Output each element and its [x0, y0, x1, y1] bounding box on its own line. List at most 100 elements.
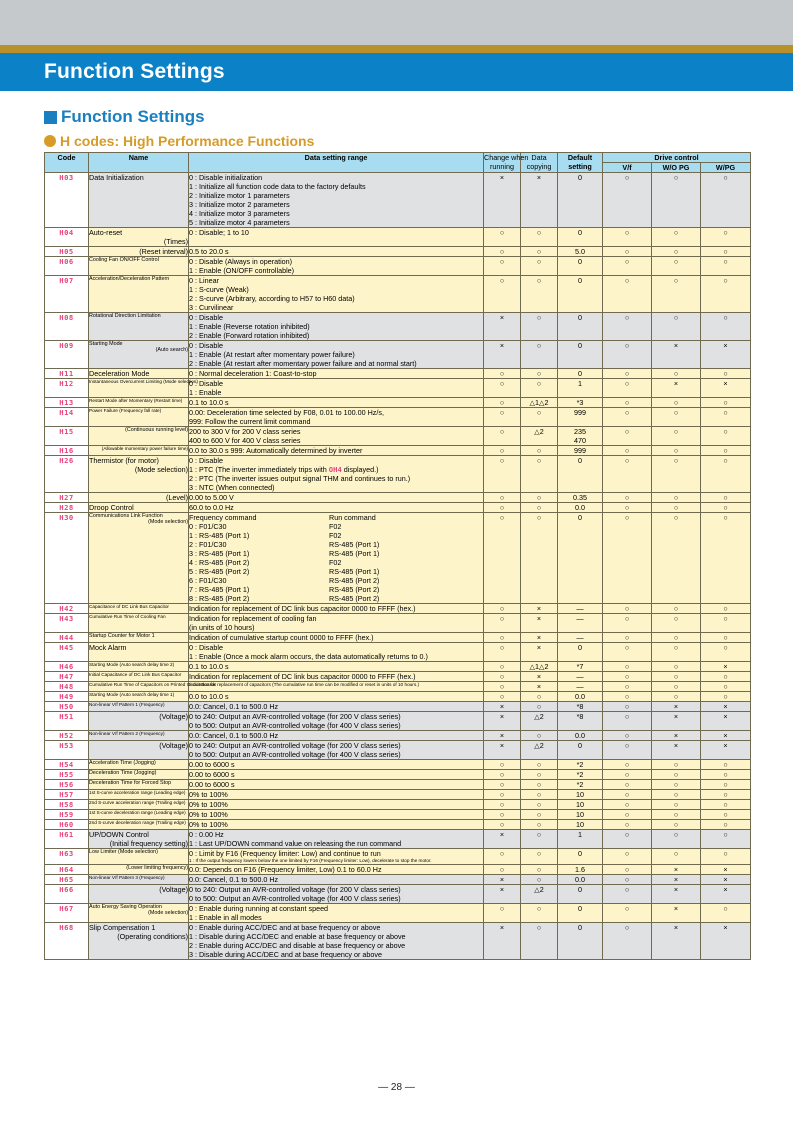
cell-drive-control-wpg: × — [699, 921, 752, 960]
cell-data-setting-range: Indication for replacement of DC link bu… — [188, 671, 484, 682]
page-header-title: Function Settings — [44, 60, 225, 83]
table-row: H08 Rotational Direction Limitation 0 : Di… — [44, 312, 752, 341]
cell-drive-control-wopg: ○ — [651, 809, 701, 820]
cell-drive-control-wopg: ○ — [651, 829, 701, 849]
table-row: H44 Startup Counter for Motor 1 Indication… — [44, 632, 752, 643]
cell-data-setting-range: 0 : Limit by F16 (Frequency limiter: Low… — [188, 848, 484, 865]
cell-code: H43 — [44, 613, 89, 633]
cell-default-setting: *7 — [557, 661, 603, 672]
cell-data-copying: ○ — [520, 492, 558, 503]
cell-data-copying: × — [520, 613, 558, 633]
cell-drive-control-wopg: ○ — [651, 848, 701, 865]
cell-default-setting: 1 — [557, 829, 603, 849]
cell-code: H11 — [44, 368, 89, 379]
cell-drive-control-vf: ○ — [602, 789, 652, 800]
cell-default-setting: 0.0 — [557, 730, 603, 741]
cell-name: (Voltage) — [88, 740, 189, 760]
cell-data-copying: ○ — [520, 701, 558, 712]
cell-change-when-running: × — [483, 312, 521, 341]
subsection-heading-label: H codes: High Performance Functions — [60, 133, 315, 149]
section-heading-label: Function Settings — [61, 107, 205, 126]
cell-data-setting-range: 0 : Enable during ACC/DEC and at base fr… — [188, 921, 484, 960]
cell-drive-control-wopg: × — [651, 921, 701, 960]
cell-drive-control-vf: ○ — [602, 426, 652, 446]
cell-default-setting: 0 — [557, 642, 603, 662]
cell-code: H07 — [44, 275, 89, 313]
cell-drive-control-wpg: ○ — [699, 671, 752, 682]
cell-data-setting-range: 0% to 100% — [188, 799, 484, 810]
table-row: H48 Cumulative Run Time of Capacitors on … — [44, 681, 752, 692]
cell-data-copying: ○ — [520, 730, 558, 741]
cell-data-copying: ○ — [520, 256, 558, 276]
cell-code: H63 — [44, 848, 89, 865]
cell-drive-control-wpg: ○ — [699, 642, 752, 662]
cell-data-copying: ○ — [520, 799, 558, 810]
cell-drive-control-wpg: × — [699, 883, 752, 904]
col-header-default-setting: Default setting — [557, 152, 603, 173]
cell-data-setting-range: 0 to 240: Output an AVR-controlled volta… — [188, 711, 484, 731]
cell-drive-control-vf: ○ — [602, 502, 652, 513]
cell-drive-control-wpg: ○ — [699, 902, 752, 923]
cell-default-setting: 999 — [557, 445, 603, 456]
cell-drive-control-wpg: × — [699, 701, 752, 712]
cell-code: H68 — [44, 921, 89, 960]
cell-change-when-running: ○ — [483, 512, 521, 604]
cell-code: H47 — [44, 671, 89, 682]
cell-change-when-running: ○ — [483, 863, 521, 875]
cell-change-when-running: ○ — [483, 809, 521, 820]
cell-drive-control-wpg: ○ — [699, 445, 752, 456]
cell-code: H61 — [44, 829, 89, 849]
cell-default-setting: 0.0 — [557, 691, 603, 702]
cell-drive-control-wopg: ○ — [651, 455, 701, 493]
cell-change-when-running: × — [483, 740, 521, 760]
cell-change-when-running: ○ — [483, 779, 521, 790]
cell-drive-control-vf: ○ — [602, 227, 652, 247]
table-row: H13 Restart Mode after Momentary (Restart… — [44, 397, 752, 408]
cell-data-copying: △1△2 — [520, 661, 558, 672]
cell-code: H08 — [44, 312, 89, 341]
cell-default-setting: 0 — [557, 455, 603, 493]
cell-default-setting: 0 — [557, 312, 603, 341]
cell-data-setting-range: 0.0: Cancel, 0.1 to 500.0 Hz — [188, 730, 484, 741]
cell-data-copying: ○ — [520, 227, 558, 247]
cell-data-setting-range: 0.1 to 10.0 s — [188, 661, 484, 672]
cell-data-copying: ○ — [520, 368, 558, 379]
cell-data-copying: ○ — [520, 691, 558, 702]
cell-drive-control-wopg: ○ — [651, 512, 701, 604]
table-row: H64 (Lower limiting frequency) 0.0: Depend… — [44, 863, 752, 875]
cell-drive-control-wopg: × — [651, 701, 701, 712]
cell-drive-control-wpg: ○ — [699, 848, 752, 865]
cell-name: Non-linear V/f Pattern 3 (Frequency) — [88, 873, 189, 885]
cell-code: H50 — [44, 701, 89, 712]
cell-drive-control-vf: ○ — [602, 819, 652, 830]
cell-data-setting-range: 0.00 to 6000 s — [188, 779, 484, 790]
cell-change-when-running: ○ — [483, 661, 521, 672]
cell-data-copying: × — [520, 642, 558, 662]
cell-code: H60 — [44, 819, 89, 830]
table-row: H51 (Voltage) 0 to 240: Output an AVR-cont… — [44, 711, 752, 731]
cell-drive-control-vf: ○ — [602, 809, 652, 820]
cell-default-setting: 0 — [557, 883, 603, 904]
cell-data-setting-range: 60.0 to 0.0 Hz — [188, 502, 484, 513]
function-code-table-wrapper: Code Name Data setting range Change when… — [44, 152, 752, 960]
cell-data-copying: △2 — [520, 711, 558, 731]
cell-default-setting: *8 — [557, 701, 603, 712]
cell-drive-control-wopg: ○ — [651, 492, 701, 503]
cell-data-setting-range: 0.00: Deceleration time selected by F08,… — [188, 407, 484, 427]
cell-name: Capacitance of DC Link Bus Capacitor — [88, 603, 189, 614]
cell-data-setting-range: 0 : Normal deceleration 1: Coast-to-stop — [188, 368, 484, 379]
cell-code: H13 — [44, 397, 89, 408]
cell-code: H15 — [44, 426, 89, 446]
cell-data-setting-range: 0.1 to 10.0 s — [188, 397, 484, 408]
cell-drive-control-vf: ○ — [602, 671, 652, 682]
table-row: H47 Initial Capacitance of DC Link Bus Ca… — [44, 671, 752, 682]
cell-data-setting-range: 0 : Linear 1 : S-curve (Weak) 2 : S-curve … — [188, 275, 484, 313]
cell-drive-control-wpg: ○ — [699, 632, 752, 643]
cell-data-copying: ○ — [520, 312, 558, 341]
cell-data-setting-range: 0 : 0.00 Hz 1 : Last UP/DOWN command valu… — [188, 829, 484, 849]
cell-change-when-running: × — [483, 711, 521, 731]
cell-default-setting: 0 — [557, 512, 603, 604]
table-row: H59 1st S-curve deceleration range (Leadi… — [44, 809, 752, 820]
cell-data-copying: ○ — [520, 445, 558, 456]
cell-drive-control-wopg: × — [651, 340, 701, 369]
